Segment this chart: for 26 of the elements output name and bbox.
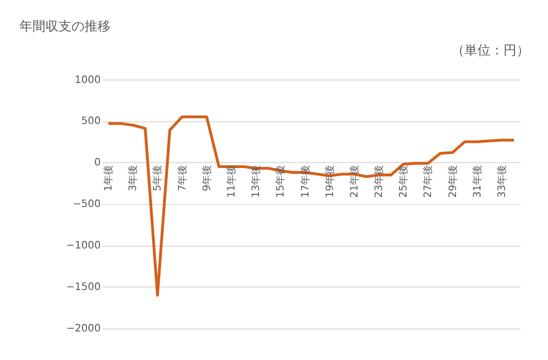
x-tick-label: 31年後 xyxy=(471,164,484,198)
x-tick-label: 3年後 xyxy=(127,164,140,192)
x-tick-label: 27年後 xyxy=(422,164,434,198)
x-tick-label: 15年後 xyxy=(274,164,287,198)
x-tick-label: 7年後 xyxy=(176,164,188,192)
x-tick-label: 21年後 xyxy=(348,164,360,198)
x-tick-label: 25年後 xyxy=(398,164,410,198)
x-tick-label: 11年後 xyxy=(226,164,238,198)
x-tick-label: 13年後 xyxy=(250,164,262,198)
y-tick-label: 1000 xyxy=(74,74,101,86)
x-tick-label: 29年後 xyxy=(446,164,459,198)
x-tick-label: 17年後 xyxy=(299,164,312,198)
chart-title: 年間収支の推移 xyxy=(19,19,110,34)
x-tick-label: 19年後 xyxy=(324,164,336,198)
x-tick-label: 33年後 xyxy=(496,164,508,198)
y-tick-label: −1500 xyxy=(66,282,101,294)
y-tick-label: 0 xyxy=(94,158,101,169)
y-tick-label: −2000 xyxy=(66,324,101,335)
y-tick-label: −500 xyxy=(72,199,101,210)
x-tick-label: 5年後 xyxy=(152,164,164,192)
y-tick-label: 500 xyxy=(81,116,101,128)
x-tick-label: 9年後 xyxy=(200,164,213,192)
y-tick-label: −1000 xyxy=(66,240,101,252)
x-tick-label: 23年後 xyxy=(373,164,386,198)
x-tick-label: 1年後 xyxy=(102,164,115,192)
text: （単位：円） xyxy=(451,43,530,58)
